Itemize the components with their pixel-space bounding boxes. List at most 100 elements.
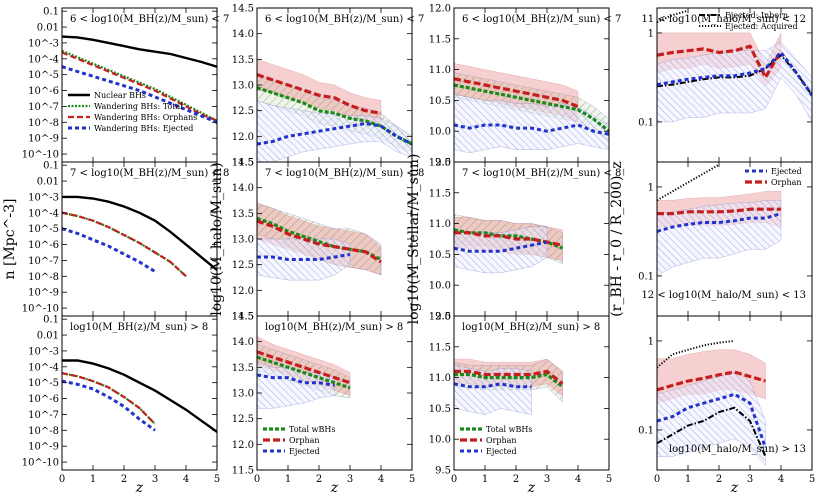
col1-ylabel: log10(M_halo/M_sun): [209, 162, 225, 315]
x-tick-label: 1: [90, 474, 96, 485]
y-tick-label: 12.0: [429, 158, 451, 169]
y-tick-label: 12.0: [429, 312, 451, 323]
legend-label: Orphan: [486, 436, 517, 445]
panel-title: 7 < log10(M_BH(z)/M_sun) < 8: [70, 168, 229, 179]
series-line-total-wbhs: [257, 216, 382, 261]
y-tick-label: 11.5: [429, 342, 451, 353]
x-tick-label: 5: [409, 474, 415, 485]
col3-xlabel: z: [730, 480, 739, 496]
y-tick-label: 9.5: [435, 158, 451, 169]
col2-xlabel: z: [527, 480, 536, 496]
y-tick-label: 0.1: [638, 425, 654, 436]
series-line-ejected: [657, 212, 782, 233]
legend-label: Total wBHs: [486, 425, 532, 434]
y-tick-label: 10^-3: [28, 346, 59, 357]
x-tick-label: 2: [716, 474, 722, 485]
series-line-ejected: [257, 373, 335, 387]
plot-root: n [Mpc^-3] 0.1 0.01 10^-3 10^-4 10^-5 10^-6 10^…: [2, 4, 815, 497]
series-line-ejected: [657, 392, 767, 449]
col0-ylabel: n [Mpc^-3]: [2, 199, 18, 280]
x-tick-label: 0: [254, 474, 260, 485]
legend-label: Ejected: [486, 447, 517, 456]
series-line-nuclear-bhs: [62, 35, 217, 68]
legend-label: Total wBHs: [289, 425, 335, 434]
x-tick-label: 3: [544, 474, 550, 485]
panel-title: 6 < log10(M_BH(z)/M_sun) < 7: [462, 14, 621, 25]
y-tick-label: 10.5: [429, 404, 451, 415]
series-line-ejected-acquired: [657, 163, 720, 202]
panel-0-1: 0.1 0.01 10^-3 10^-4 10^-5 10^-6 10^-7 10^-8 10^…: [22, 161, 229, 317]
plot-area-1-2: [257, 336, 351, 409]
panel-frame: [61, 315, 218, 471]
legend-label: Wandering BHs: Ejected: [94, 124, 193, 133]
y-tick-label: 10^-8: [28, 118, 59, 129]
y-tick-label: 13.0: [232, 235, 254, 246]
panel-0-0: 0.1 0.01 10^-3 10^-4 10^-5 10^-6 10^-7 10^-8 10^…: [22, 7, 229, 163]
panel-title: 7 < log10(M_BH(z)/M_sun) < 8: [265, 168, 424, 179]
y-tick-label: 12.5: [232, 414, 254, 425]
y-tick-label: 12.0: [232, 440, 254, 451]
y-tick-label: 10^-3: [28, 38, 59, 49]
y-tick-label: 1: [648, 28, 654, 39]
x-tick-label: 3: [152, 474, 158, 485]
y-tick-label: 10^-5: [28, 70, 59, 81]
series-line-orphan: [257, 73, 382, 115]
y-tick-label: 11.5: [232, 158, 254, 169]
panel-0-2: 0.1 0.01 10^-3 10^-4 10^-5 10^-6 10^-7 10^-8 10^…: [22, 315, 220, 485]
y-tick-label: 13.5: [232, 209, 254, 220]
y-tick-label: 10^-4: [28, 362, 59, 373]
y-tick-label: 10^-7: [28, 102, 59, 113]
series-line-total: [62, 211, 187, 278]
y-tick-label: 10^-6: [28, 86, 59, 97]
col3-ylabel: (r_BH - r_0 / R_200)_z: [609, 161, 625, 317]
y-tick-label: 1: [648, 182, 654, 193]
y-tick-label: 9.5: [435, 466, 451, 477]
plot-area-2-0: [454, 63, 609, 154]
series-line-ejected: [62, 379, 156, 432]
x-tick-label: 5: [214, 474, 220, 485]
y-tick-label: 10^-4: [28, 54, 59, 65]
series-line-orphans: [62, 211, 187, 278]
panel-2-1: 9.5 10.0 10.5 11.0 11.5 12.0 7 < log10(M_BH(z)…: [429, 158, 622, 323]
y-tick-label: 10.0: [429, 127, 451, 138]
y-tick-label: 10^-7: [28, 410, 59, 421]
panel-title: 12 < log10(M_halo/M_sun) < 13: [641, 290, 806, 301]
y-tick-label: 0.01: [37, 331, 59, 342]
series-line-orphan: [454, 77, 579, 109]
legend-label: Orphan: [771, 178, 802, 187]
series-line-ejected: [62, 227, 156, 273]
plot-area-3-1: [657, 163, 782, 277]
panel-3-2: 1 0.1 0 1 2 3 4 5 log10(M_halo/M_sun) > 13: [638, 315, 815, 485]
series-line-nuclear-bhs: [62, 195, 217, 271]
panel-frame: [453, 315, 610, 471]
panel-2-2: 9.5 10.0 10.5 11.0 11.5 12.0 0 1 2 3 4 5 log10(M_BH(…: [429, 312, 612, 486]
y-tick-label: 0.1: [638, 271, 654, 282]
series-line-orphan: [657, 44, 783, 81]
plot-area-2-1: [454, 214, 564, 274]
y-tick-label: 10^-3: [28, 192, 59, 203]
panel-title: log10(M_BH(z)/M_sun) > 8: [265, 322, 403, 333]
series-line-total: [62, 372, 156, 425]
series-line-orphans: [62, 51, 217, 122]
series-line-orphan: [454, 369, 564, 386]
y-tick-label: 10^-10: [22, 150, 59, 161]
y-tick-label: 0.1: [43, 315, 59, 326]
y-tick-label: 10^-10: [22, 458, 59, 469]
series-line-total-wbhs: [257, 355, 351, 390]
y-tick-label: 11.5: [232, 312, 254, 323]
series-line-total-wbhs: [454, 372, 564, 389]
plot-area-0-0: [62, 35, 217, 124]
panel-3-0: 1 0.1 11 < log10(M_halo/M_sun) < 12Ejected…: [638, 7, 813, 163]
x-tick-label: 1: [482, 474, 488, 485]
x-tick-label: 5: [606, 474, 612, 485]
legend-label: Wandering BHs: Orphans: [94, 113, 197, 122]
y-tick-label: 10^-6: [28, 394, 59, 405]
plot-area-1-0: [257, 59, 412, 162]
band-ejected: [257, 238, 351, 281]
panel-1-0: 11.5 12.0 12.5 13.0 13.5 14.0 14.5 6 < log10(M_…: [232, 4, 425, 169]
panel-title: 7 < log10(M_BH(z)/M_sun) < 8: [462, 168, 621, 179]
series-line-ejected-inborn: [657, 406, 767, 457]
series-line-orphan: [657, 370, 766, 392]
y-tick-label: 14.0: [232, 183, 254, 194]
